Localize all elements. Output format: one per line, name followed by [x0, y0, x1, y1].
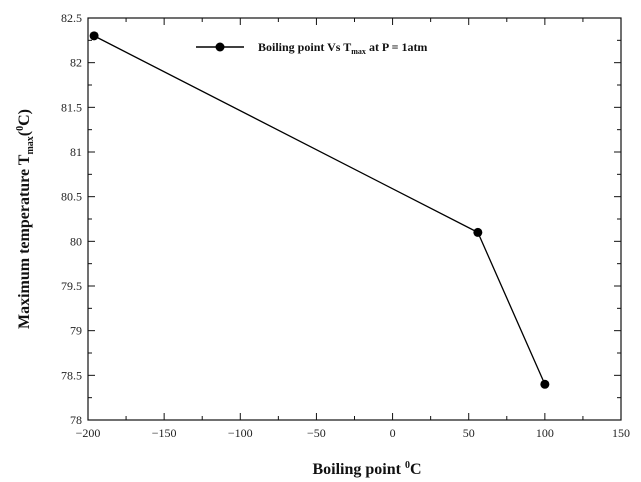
data-point — [540, 379, 550, 389]
legend-entry-pre: Boiling point Vs T — [258, 40, 351, 54]
x-axis-title-sup: 0 — [405, 460, 410, 471]
x-tick-label: 150 — [612, 426, 630, 440]
data-point — [89, 31, 99, 41]
y-tick-label: 81 — [70, 145, 82, 159]
series-line — [93, 35, 546, 385]
y-tick-label: 80 — [70, 234, 82, 248]
legend-entry-post: at P = 1atm — [366, 40, 428, 54]
plot-frame — [87, 17, 622, 421]
x-axis-title: Boiling point 0C — [312, 460, 421, 478]
y-tick-label: 82 — [70, 56, 82, 70]
legend: Boiling point Vs Tmax at P = 1atm — [196, 40, 427, 56]
legend-entry-sub: max — [351, 47, 366, 56]
x-tick-label: −50 — [307, 426, 326, 440]
y-axis-title: Maximum temperature Tmax(0C) — [15, 109, 36, 329]
y-tick-label: 78 — [70, 413, 82, 427]
y-axis-title-main: Maximum temperature T — [16, 154, 33, 329]
x-tick-label: −150 — [152, 426, 177, 440]
x-axis-title-main: Boiling point — [312, 461, 404, 478]
y-tick-label: 78.5 — [61, 368, 82, 382]
y-tick-label: 79.5 — [61, 279, 82, 293]
legend-entry: Boiling point Vs Tmax at P = 1atm — [258, 40, 427, 56]
x-tick-label: −100 — [228, 426, 253, 440]
legend-marker-swatch — [215, 42, 225, 52]
x-tick-label: 100 — [536, 426, 554, 440]
y-tick-label: 82.5 — [61, 11, 82, 25]
x-axis-title-post: C — [410, 461, 422, 478]
y-axis-title-sup: 0 — [15, 126, 26, 131]
x-tick-label: 0 — [390, 426, 396, 440]
data-point — [473, 227, 483, 237]
y-tick-label: 79 — [70, 324, 82, 338]
x-tick-label: −200 — [76, 426, 101, 440]
y-tick-label: 81.5 — [61, 100, 82, 114]
y-axis-title-sub: max — [25, 136, 36, 154]
y-axis-title-post: C) — [16, 109, 33, 126]
x-tick-label: 50 — [463, 426, 475, 440]
y-axis-title-mid: ( — [16, 131, 33, 136]
y-tick-label: 80.5 — [61, 190, 82, 204]
